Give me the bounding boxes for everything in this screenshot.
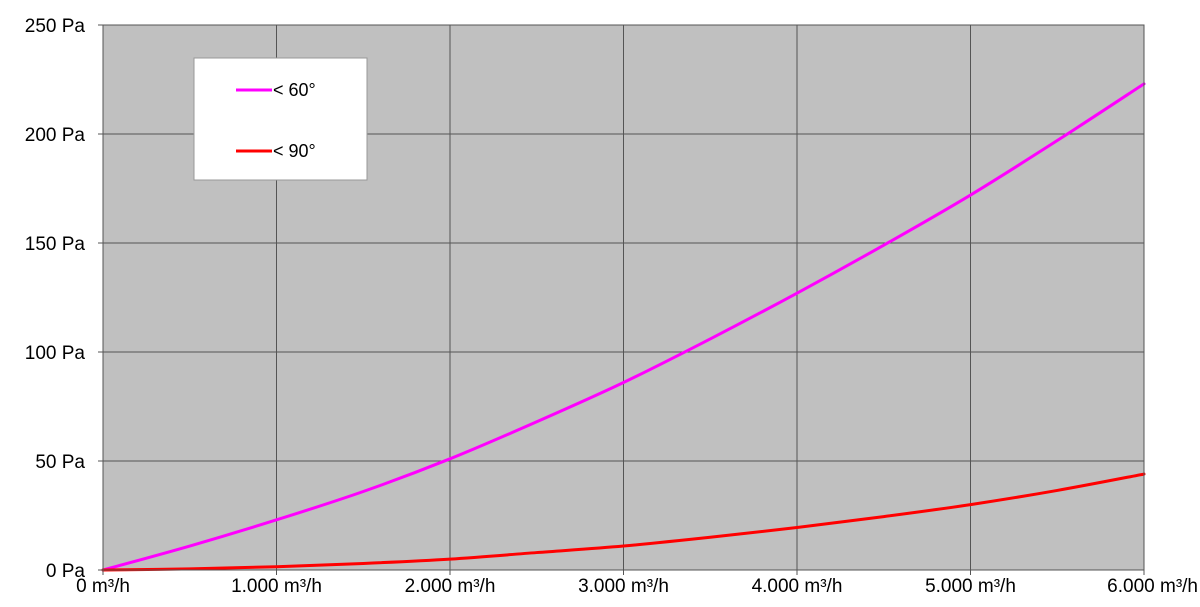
x-tick-label: 2.000 m³/h [405, 576, 496, 597]
y-tick-label: 200 Pa [25, 125, 86, 146]
legend-label-series-0: < 60° [273, 80, 316, 100]
legend-label-series-1: < 90° [273, 141, 316, 161]
x-tick-label: 1.000 m³/h [231, 576, 322, 597]
y-tick-label: 250 Pa [25, 16, 86, 37]
series-layer [101, 82, 1146, 572]
series-line-1 [101, 472, 1146, 572]
series-line-0 [101, 82, 1146, 572]
x-tick-label: 3.000 m³/h [578, 576, 669, 597]
y-tick-label: 50 Pa [35, 452, 85, 473]
x-tick-label: 4.000 m³/h [752, 576, 843, 597]
legend: < 60° < 90° [193, 57, 368, 181]
legend-box [193, 57, 368, 181]
x-axis: 0 m³/h 1.000 m³/h 2.000 m³/h 3.000 m³/h 4.00… [76, 570, 1198, 597]
y-tick-label: 0 Pa [46, 561, 86, 582]
y-axis: 0 Pa 50 Pa 100 Pa 150 Pa 200 Pa 250 Pa [25, 16, 103, 582]
y-tick-label: 150 Pa [25, 234, 86, 255]
x-tick-label: 0 m³/h [76, 576, 130, 597]
x-tick-label: 6.000 m³/h [1107, 576, 1198, 597]
x-tick-label: 5.000 m³/h [925, 576, 1016, 597]
y-tick-label: 100 Pa [25, 343, 86, 364]
